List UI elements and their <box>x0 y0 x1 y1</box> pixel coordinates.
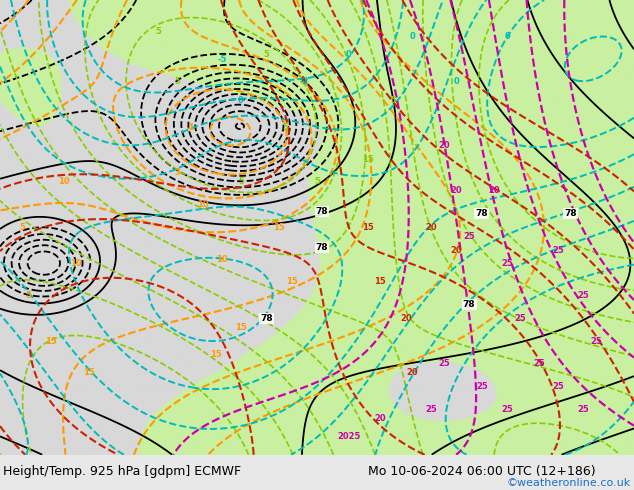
Text: 15: 15 <box>286 277 297 287</box>
Text: 25: 25 <box>552 245 564 255</box>
Text: 25: 25 <box>590 337 602 345</box>
Text: 15: 15 <box>362 223 373 232</box>
Text: 10: 10 <box>197 200 209 209</box>
Text: 15: 15 <box>45 337 56 345</box>
Text: 25: 25 <box>578 405 589 414</box>
Text: 78: 78 <box>476 209 488 218</box>
Text: 25: 25 <box>463 232 475 241</box>
Text: 15: 15 <box>362 155 373 164</box>
Text: 0: 0 <box>409 32 415 41</box>
Text: 25: 25 <box>533 359 545 368</box>
Text: 5: 5 <box>314 177 320 186</box>
Text: 4: 4 <box>187 123 193 132</box>
Text: 15: 15 <box>83 368 94 377</box>
Text: ©weatheronline.co.uk: ©weatheronline.co.uk <box>507 478 631 488</box>
Text: -5: -5 <box>217 54 226 64</box>
Text: 20: 20 <box>438 141 450 150</box>
Text: 78: 78 <box>260 314 273 323</box>
Text: 15: 15 <box>273 223 285 232</box>
Text: 25: 25 <box>438 359 450 368</box>
Text: 0: 0 <box>238 96 244 104</box>
Text: 10: 10 <box>216 255 228 264</box>
Text: 25: 25 <box>552 382 564 391</box>
Text: 5: 5 <box>238 177 244 186</box>
Text: 25: 25 <box>514 314 526 323</box>
Text: 10: 10 <box>58 177 69 186</box>
Text: 20: 20 <box>375 414 386 423</box>
Text: 78: 78 <box>316 207 328 216</box>
Text: 25: 25 <box>476 382 488 391</box>
Text: 5: 5 <box>155 27 162 36</box>
Text: 3: 3 <box>174 168 181 177</box>
Text: 5: 5 <box>25 291 32 300</box>
Text: 78: 78 <box>316 244 328 252</box>
Text: 20: 20 <box>425 223 437 232</box>
Text: 5: 5 <box>263 50 269 59</box>
Text: 25: 25 <box>501 405 513 414</box>
Text: 20: 20 <box>451 245 462 255</box>
Text: 15: 15 <box>210 350 221 359</box>
Text: 20: 20 <box>451 187 462 196</box>
Text: 5: 5 <box>390 96 396 104</box>
Text: 5: 5 <box>174 77 181 86</box>
Text: 25: 25 <box>501 259 513 268</box>
Text: 25: 25 <box>578 291 589 300</box>
Text: 25: 25 <box>425 405 437 414</box>
Text: 20: 20 <box>400 314 411 323</box>
Text: Height/Temp. 925 hPa [gdpm] ECMWF: Height/Temp. 925 hPa [gdpm] ECMWF <box>3 466 242 478</box>
Text: 5: 5 <box>282 123 288 132</box>
Text: 15: 15 <box>235 323 247 332</box>
Text: Mo 10-06-2024 06:00 UTC (12+186): Mo 10-06-2024 06:00 UTC (12+186) <box>368 466 595 478</box>
Text: 2025: 2025 <box>337 432 360 441</box>
Text: 15: 15 <box>375 277 386 287</box>
Text: 0: 0 <box>504 32 510 41</box>
Text: 78: 78 <box>564 209 577 218</box>
Text: 78: 78 <box>463 300 476 309</box>
Text: 0: 0 <box>453 77 460 86</box>
Text: -2: -2 <box>300 77 309 86</box>
Text: 5: 5 <box>19 223 25 232</box>
Text: 20: 20 <box>406 368 418 377</box>
Text: 0: 0 <box>346 50 352 59</box>
Text: 10: 10 <box>70 259 82 268</box>
Text: 20: 20 <box>489 187 500 196</box>
